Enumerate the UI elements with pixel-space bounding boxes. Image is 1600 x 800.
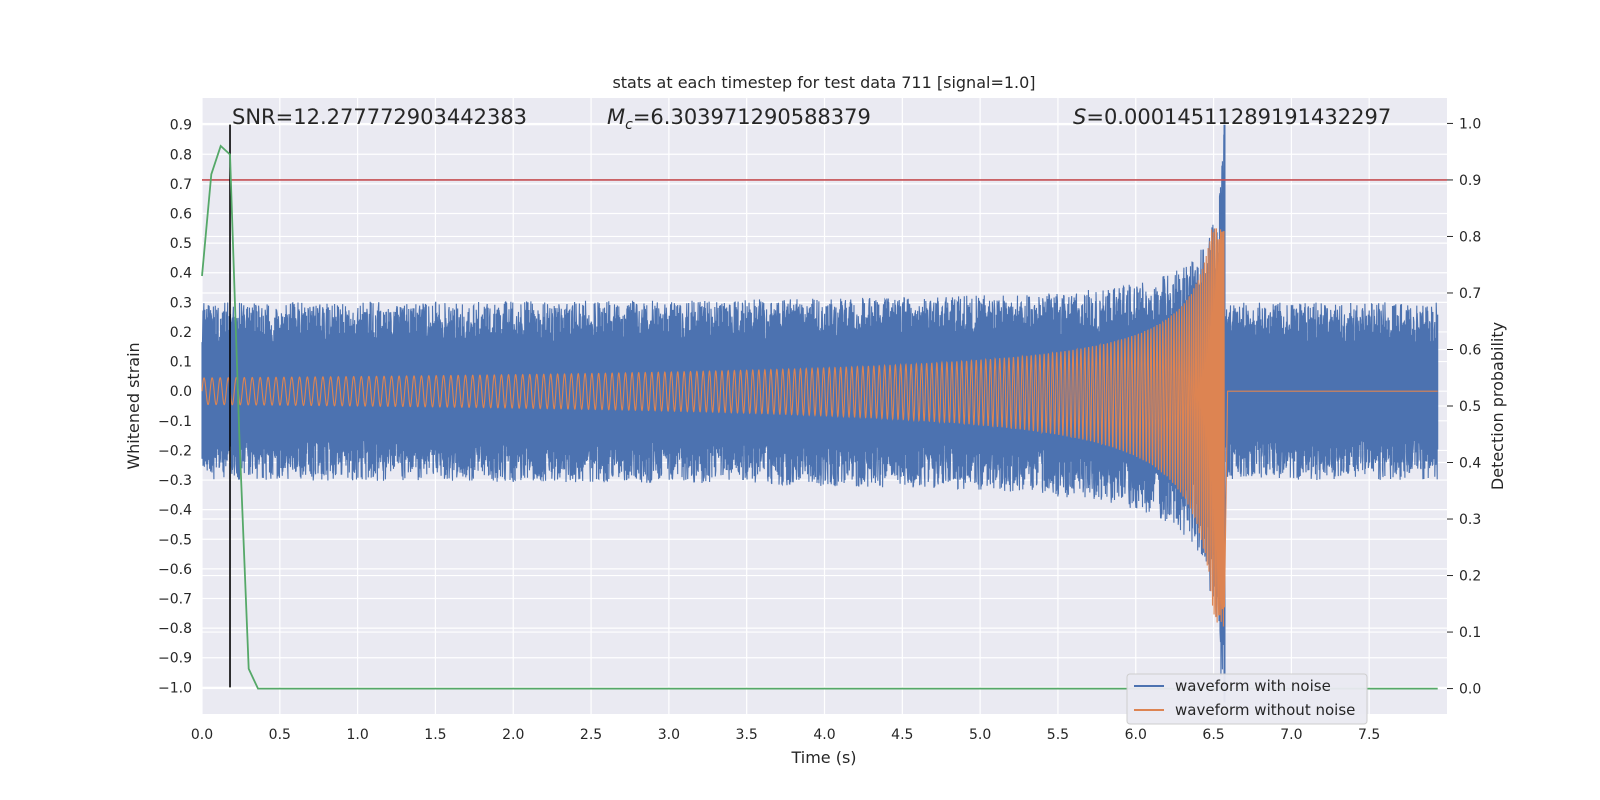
right-y-tick-labels: 0.0 0.1 0.2 0.3 0.4 0.5 0.6 0.7 0.8 0.9 1.0	[1447, 116, 1481, 698]
left-y-tick-label: −0.8	[158, 621, 192, 637]
x-tick-label: 4.5	[891, 727, 913, 743]
series-waveform-without-noise	[201, 228, 1438, 627]
x-tick-label: 3.5	[736, 727, 758, 743]
left-y-tick-label: 0.4	[170, 266, 192, 282]
left-y-tick-label: −0.2	[158, 443, 192, 459]
left-y-tick-label: −0.4	[158, 503, 192, 519]
left-y-tick-label: −0.7	[158, 592, 192, 608]
right-y-tick-label: 0.1	[1459, 625, 1481, 641]
x-tick-label: 6.5	[1202, 727, 1224, 743]
x-tick-label: 0.5	[269, 727, 291, 743]
overlay-lines	[202, 124, 1447, 688]
right-y-tick-label: 1.0	[1459, 116, 1481, 132]
x-tick-labels: 0.0 0.5 1.0 1.5 2.0 2.5 3.0 3.5 4.0 4.5 5.0 5.5 6.0 6…	[191, 727, 1380, 743]
s-symbol: S	[1073, 105, 1086, 129]
left-y-tick-label: −1.0	[158, 680, 192, 696]
right-y-tick-label: 0.4	[1459, 456, 1481, 472]
right-y-tick-label: 0.0	[1459, 682, 1481, 698]
left-y-tick-label: 0.7	[170, 177, 192, 193]
s-annotation: S=0.00014511289191432297	[1073, 105, 1391, 129]
left-y-tick-label: 0.0	[170, 384, 192, 400]
clean-waveform-line	[201, 228, 1438, 627]
right-y-tick-label: 0.2	[1459, 569, 1481, 585]
right-y-tick-label: 0.3	[1459, 512, 1481, 528]
x-tick-label: 7.0	[1280, 727, 1302, 743]
x-tick-label: 1.0	[346, 727, 368, 743]
right-y-tick-label: 0.5	[1459, 399, 1481, 415]
x-tick-label: 3.0	[658, 727, 680, 743]
legend-entry-noise: waveform with noise	[1175, 677, 1331, 695]
x-tick-label: 5.0	[969, 727, 991, 743]
x-tick-label: 1.5	[424, 727, 446, 743]
left-y-tick-label: 0.8	[170, 147, 192, 163]
snr-annotation: SNR=12.277772903442383	[232, 105, 527, 129]
mc-symbol: M	[607, 105, 625, 129]
x-tick-label: 5.5	[1047, 727, 1069, 743]
left-y-tick-label: −0.6	[158, 562, 192, 578]
left-y-tick-label: −0.5	[158, 532, 192, 548]
left-y-tick-label: 0.1	[170, 355, 192, 371]
x-tick-label: 2.5	[580, 727, 602, 743]
x-tick-label: 6.0	[1125, 727, 1147, 743]
right-y-tick-label: 0.6	[1459, 342, 1481, 358]
x-tick-label: 7.5	[1358, 727, 1380, 743]
right-y-axis-label: Detection probability	[1488, 322, 1507, 490]
chirp-mass-annotation: Mc=6.303971290588379	[607, 105, 871, 133]
left-y-tick-label: −0.1	[158, 414, 192, 430]
mc-value: =6.303971290588379	[633, 105, 871, 129]
left-y-tick-label: 0.6	[170, 207, 192, 223]
s-value: =0.00014511289191432297	[1086, 105, 1391, 129]
left-y-tick-label: −0.9	[158, 651, 192, 667]
mc-subscript: c	[625, 117, 633, 133]
x-tick-label: 4.0	[813, 727, 835, 743]
left-y-tick-label: 0.3	[170, 295, 192, 311]
probability-line	[201, 144, 1438, 690]
left-y-tick-labels: −1.0 −0.9 −0.8 −0.7 −0.6 −0.5 −0.4 −0.3 −0.2 −0.1…	[158, 118, 192, 697]
x-tick-label: 0.0	[191, 727, 213, 743]
series-detection-probability	[201, 144, 1438, 690]
x-tick-label: 2.0	[502, 727, 524, 743]
right-y-tick-label: 0.7	[1459, 286, 1481, 302]
left-y-axis-label: Whitened strain	[124, 342, 143, 469]
left-y-tick-label: 0.5	[170, 236, 192, 252]
left-y-tick-label: 0.9	[170, 118, 192, 134]
legend-box	[1126, 673, 1368, 725]
legend-entry-clean: waveform without noise	[1175, 701, 1355, 719]
left-y-tick-label: −0.3	[158, 473, 192, 489]
legend: waveform with noise waveform without noi…	[1126, 673, 1368, 725]
chart-title: stats at each timestep for test data 711…	[612, 73, 1035, 92]
left-y-tick-label: 0.2	[170, 325, 192, 341]
x-axis-label: Time (s)	[790, 748, 856, 767]
right-y-tick-label: 0.9	[1459, 173, 1481, 189]
right-y-tick-label: 0.8	[1459, 229, 1481, 245]
